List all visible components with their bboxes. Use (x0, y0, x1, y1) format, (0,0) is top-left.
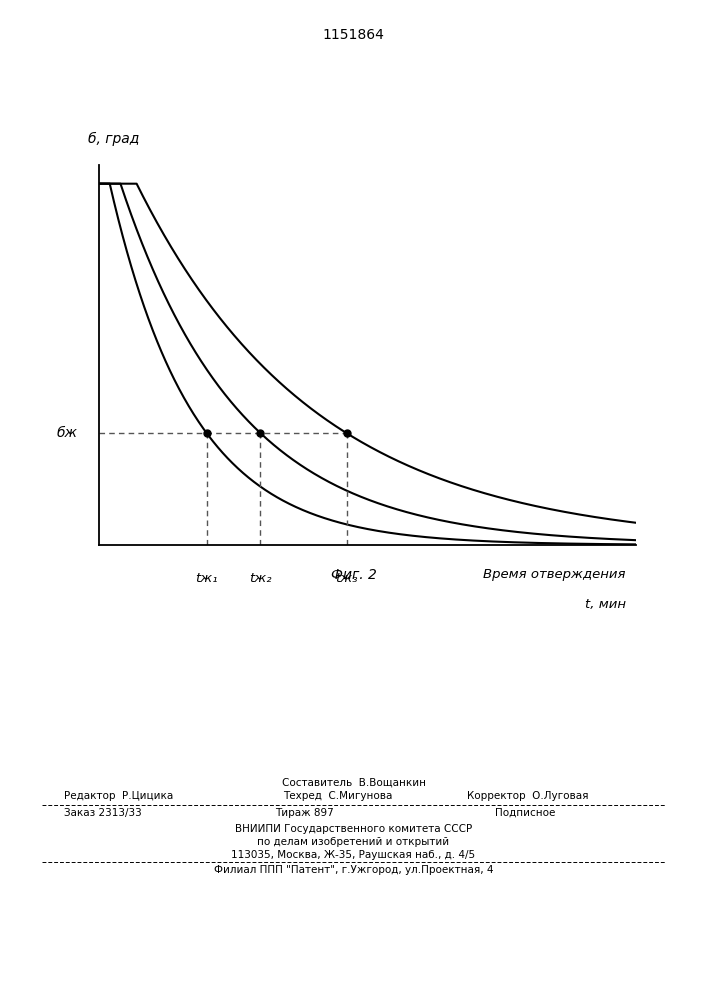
Text: Корректор  О.Луговая: Корректор О.Луговая (467, 791, 588, 801)
Text: 1151864: 1151864 (322, 28, 385, 42)
Text: Редактор  Р.Цицика: Редактор Р.Цицика (64, 791, 173, 801)
Text: Время отверждения: Время отверждения (483, 568, 626, 581)
Text: по делам изобретений и открытий: по делам изобретений и открытий (257, 837, 450, 847)
Text: Фиг. 2: Фиг. 2 (331, 568, 376, 582)
Text: ВНИИПИ Государственного комитета СССР: ВНИИПИ Государственного комитета СССР (235, 824, 472, 834)
Text: Заказ 2313/33: Заказ 2313/33 (64, 808, 141, 818)
Text: Подписное: Подписное (495, 808, 555, 818)
Text: Техред  С.Мигунова: Техред С.Мигунова (283, 791, 392, 801)
Text: tж₃: tж₃ (336, 572, 358, 585)
Text: бж: бж (57, 426, 78, 440)
Text: б, град: б, град (88, 132, 139, 146)
Text: Филиал ППП "Патент", г.Ужгород, ул.Проектная, 4: Филиал ППП "Патент", г.Ужгород, ул.Проек… (214, 865, 493, 875)
Text: t, мин: t, мин (585, 598, 626, 611)
Text: tж₁: tж₁ (195, 572, 218, 585)
Text: 113035, Москва, Ж-35, Раушская наб., д. 4/5: 113035, Москва, Ж-35, Раушская наб., д. … (231, 850, 476, 860)
Text: Составитель  В.Вощанкин: Составитель В.Вощанкин (281, 778, 426, 788)
Text: tж₂: tж₂ (249, 572, 271, 585)
Text: Тираж 897: Тираж 897 (274, 808, 334, 818)
